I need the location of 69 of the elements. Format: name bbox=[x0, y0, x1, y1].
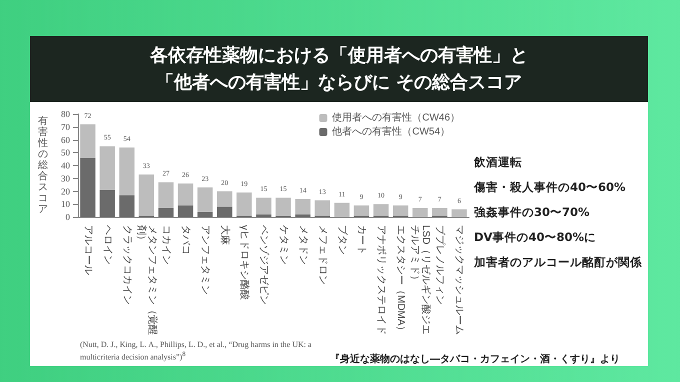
bar bbox=[158, 182, 174, 208]
x-tick-label: ケタミン bbox=[278, 225, 289, 265]
x-tick-label: ベンゾジアゼピン bbox=[258, 225, 270, 305]
y-tick-label: 0 bbox=[66, 212, 70, 222]
y-tick-label: 80 bbox=[61, 109, 70, 119]
x-tick-label: アルコール bbox=[82, 225, 94, 275]
x-tick-label: ブタン bbox=[336, 225, 348, 255]
bar bbox=[158, 208, 174, 217]
x-tick-label: メタドン bbox=[297, 225, 308, 265]
text: DV事件の40〜80%に bbox=[474, 229, 597, 246]
y-tick-label: 70 bbox=[61, 122, 70, 132]
bar bbox=[119, 195, 134, 217]
bar bbox=[100, 146, 115, 190]
bar bbox=[392, 205, 408, 216]
bar bbox=[100, 190, 115, 217]
text: 加害者のアルコール酩酊が関係 bbox=[474, 254, 642, 271]
x-tick-label: クラックコカイン bbox=[121, 225, 132, 305]
x-tick-label: コカイン bbox=[160, 225, 172, 265]
legend-label: 他者への有害性（CW54） bbox=[332, 126, 450, 138]
y-tick-label: 40 bbox=[61, 160, 70, 170]
text: 『身近な薬物のはなし―タバコ・カフェイン・酒・くすり』より bbox=[330, 352, 620, 366]
text: 飲酒運転 bbox=[474, 154, 523, 171]
x-tick-label: アンフェタミン bbox=[200, 225, 211, 295]
bar bbox=[432, 208, 448, 216]
bar bbox=[217, 206, 232, 217]
x-tick-label: カート bbox=[356, 225, 367, 255]
text: 有害性の総合スコア bbox=[38, 116, 48, 215]
bar bbox=[138, 174, 154, 216]
x-tick-label: 大麻 bbox=[219, 225, 232, 245]
x-tick-label: エクスタシー（MDMA） bbox=[395, 225, 406, 336]
bar bbox=[178, 184, 194, 206]
x-tick-label: LSD（リゼルギン酸ジエチルアミド） bbox=[409, 225, 432, 334]
chart-title: 各依存性薬物における「使用者への有害性」と「他者への有害性」ならびに その総合スコア bbox=[30, 36, 648, 102]
bar bbox=[412, 208, 428, 217]
x-tick-label: ヘロイン bbox=[102, 225, 113, 265]
legend-label: 使用者への有害性（CW46） bbox=[332, 112, 460, 124]
bar bbox=[256, 214, 272, 217]
y-tick-label: 30 bbox=[61, 173, 70, 184]
bar bbox=[80, 124, 96, 158]
x-tick-label: タバコ bbox=[180, 225, 192, 255]
bar bbox=[178, 205, 194, 217]
bar bbox=[119, 147, 134, 196]
x-tick-label: メフェドロン bbox=[316, 225, 328, 285]
y-tick-label: 50 bbox=[61, 148, 70, 158]
bar bbox=[295, 214, 310, 217]
bar bbox=[295, 198, 310, 214]
bar bbox=[217, 191, 232, 207]
x-tick-label: ブプレノルフィン bbox=[434, 225, 446, 305]
text: 強姦事件の30〜70% bbox=[474, 204, 591, 221]
bar bbox=[452, 209, 467, 217]
bar bbox=[373, 204, 389, 216]
x-tick-label: マジックマッシュルーム bbox=[454, 225, 465, 335]
y-tick-label: 60 bbox=[61, 134, 70, 145]
bar bbox=[80, 158, 96, 217]
bar bbox=[276, 198, 291, 216]
bar bbox=[197, 212, 213, 217]
x-tick-label: アナボリックステロイド bbox=[376, 225, 387, 335]
text: 傷害・殺人事件の40〜60% bbox=[474, 179, 627, 196]
x-tick-label: メタンフェタミン（覚醒剤） bbox=[135, 225, 158, 335]
bar bbox=[334, 202, 350, 217]
text: (Nutt, D. J., King, L. A., Phillips, L. D., et al., “Drug harms in the UK: a multicriteria decision analysis”)$^{8}$ bbox=[80, 340, 313, 363]
bar bbox=[236, 192, 252, 216]
bar bbox=[314, 200, 330, 216]
bar bbox=[354, 205, 370, 216]
x-tick-label: γヒドロキシ酪酸 bbox=[238, 225, 251, 300]
y-tick-label: 10 bbox=[61, 199, 70, 210]
bar bbox=[197, 187, 213, 212]
bar bbox=[256, 198, 272, 214]
y-tick-label: 20 bbox=[61, 186, 70, 196]
